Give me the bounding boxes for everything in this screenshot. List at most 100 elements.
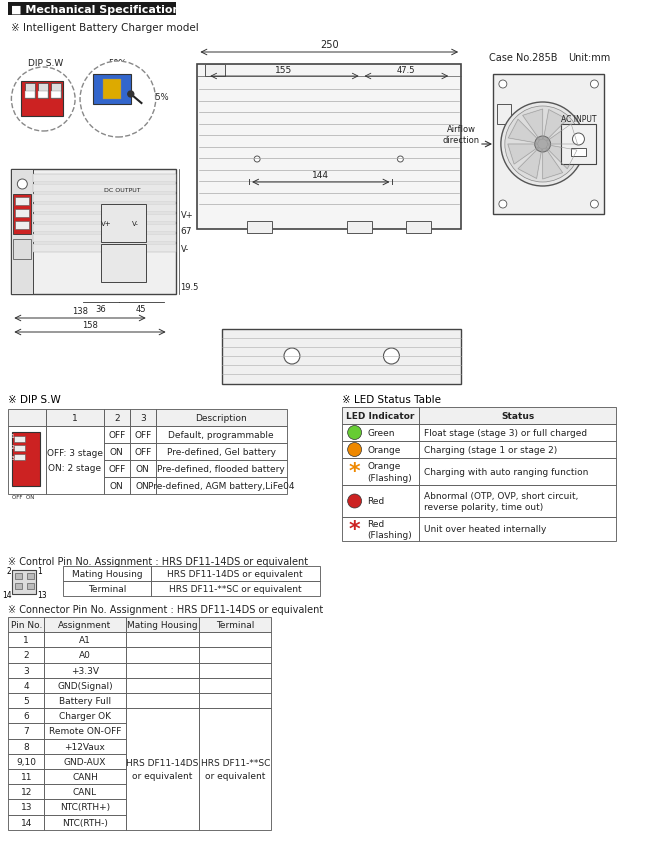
Polygon shape	[543, 149, 563, 180]
Bar	[9, 426, 46, 495]
Bar	[44, 723, 126, 739]
Bar	[44, 754, 126, 769]
Text: Mating Housing: Mating Housing	[127, 620, 198, 630]
Bar	[11, 170, 176, 294]
Text: Orange: Orange	[368, 445, 401, 455]
Bar	[44, 632, 126, 647]
Text: ※ Connector Pin No. Assignment : HRS DF11-14DS or equivalent: ※ Connector Pin No. Assignment : HRS DF1…	[9, 604, 324, 614]
Text: Default, programmable: Default, programmable	[168, 431, 274, 439]
Bar	[155, 444, 287, 461]
Bar	[44, 799, 126, 815]
Bar	[493, 75, 604, 215]
Text: Airflow
direction: Airflow direction	[442, 125, 480, 144]
Bar	[44, 663, 126, 678]
Bar	[14, 455, 25, 461]
Text: Charging (stage 1 or stage 2): Charging (stage 1 or stage 2)	[424, 445, 557, 455]
Bar	[63, 566, 151, 581]
Text: Green: Green	[368, 428, 395, 438]
Bar	[14, 437, 25, 443]
Circle shape	[590, 81, 598, 89]
Circle shape	[590, 200, 598, 209]
Bar	[406, 222, 431, 234]
Bar	[130, 478, 155, 495]
Text: Battery Full: Battery Full	[59, 696, 111, 705]
Text: ※ DIP S.W: ※ DIP S.W	[9, 395, 61, 404]
Text: 14: 14	[21, 818, 32, 827]
Bar	[419, 442, 616, 458]
Bar	[9, 815, 44, 830]
Bar	[561, 125, 596, 165]
Bar	[9, 799, 44, 815]
Text: OFF: 3 stage
ON: 2 stage: OFF: 3 stage ON: 2 stage	[47, 449, 103, 473]
Bar	[21, 82, 63, 117]
Bar	[126, 708, 200, 830]
Text: 2: 2	[7, 567, 11, 576]
Text: OFF: OFF	[134, 448, 151, 456]
Bar	[126, 663, 200, 678]
Bar	[25, 92, 36, 99]
Text: 250: 250	[320, 40, 338, 50]
Text: 155: 155	[275, 66, 293, 75]
Bar	[27, 583, 34, 589]
Text: OFF: OFF	[134, 431, 151, 439]
Bar	[419, 485, 616, 518]
Bar	[151, 566, 320, 581]
Circle shape	[348, 426, 362, 440]
Bar	[247, 222, 272, 234]
Bar	[46, 409, 104, 426]
Bar	[34, 245, 176, 252]
Circle shape	[505, 107, 580, 183]
Circle shape	[535, 136, 551, 153]
Bar	[200, 663, 271, 678]
Bar	[155, 409, 287, 426]
Text: *: *	[349, 519, 360, 539]
Text: 1: 1	[72, 414, 78, 422]
Text: 2: 2	[23, 651, 29, 659]
Text: Mating Housing: Mating Housing	[72, 569, 142, 578]
Bar	[155, 478, 287, 495]
Text: 158: 158	[82, 321, 98, 329]
Polygon shape	[518, 148, 542, 179]
Text: V+: V+	[180, 210, 193, 219]
Text: 5: 5	[23, 696, 29, 705]
Bar	[9, 754, 44, 769]
Text: Pre-defined, flooded battery: Pre-defined, flooded battery	[157, 464, 285, 473]
Bar	[101, 205, 145, 243]
Bar	[9, 3, 176, 16]
Text: NTC(RTH-): NTC(RTH-)	[62, 818, 108, 827]
Circle shape	[499, 200, 507, 209]
Bar	[63, 581, 151, 596]
Bar	[126, 678, 200, 693]
Text: 8: 8	[23, 742, 29, 751]
Bar	[103, 80, 121, 100]
Circle shape	[254, 157, 260, 163]
Text: HRS DF11-**SC or equivalent: HRS DF11-**SC or equivalent	[169, 584, 302, 594]
Bar	[15, 573, 22, 579]
Bar	[104, 426, 130, 444]
Circle shape	[128, 92, 134, 98]
Bar	[44, 693, 126, 708]
Bar	[34, 215, 176, 223]
Text: AC INPUT: AC INPUT	[561, 115, 596, 125]
Bar	[27, 455, 38, 461]
Bar	[44, 769, 126, 784]
Bar	[342, 485, 419, 518]
Bar	[12, 432, 40, 486]
Text: 138: 138	[72, 306, 88, 316]
Text: 11: 11	[21, 772, 32, 781]
Polygon shape	[523, 110, 543, 141]
Bar	[130, 461, 155, 478]
Text: ON: ON	[110, 481, 124, 490]
Bar	[342, 518, 419, 542]
Bar	[342, 458, 419, 485]
Bar	[34, 235, 176, 243]
Polygon shape	[543, 110, 567, 142]
Text: Pin No.: Pin No.	[11, 620, 42, 630]
Bar	[15, 210, 29, 218]
Bar	[342, 442, 419, 458]
Bar	[206, 65, 225, 77]
Text: Charger OK: Charger OK	[59, 711, 111, 721]
Text: GND(Signal): GND(Signal)	[57, 681, 113, 690]
Text: *: *	[349, 462, 360, 482]
Bar	[34, 175, 176, 183]
